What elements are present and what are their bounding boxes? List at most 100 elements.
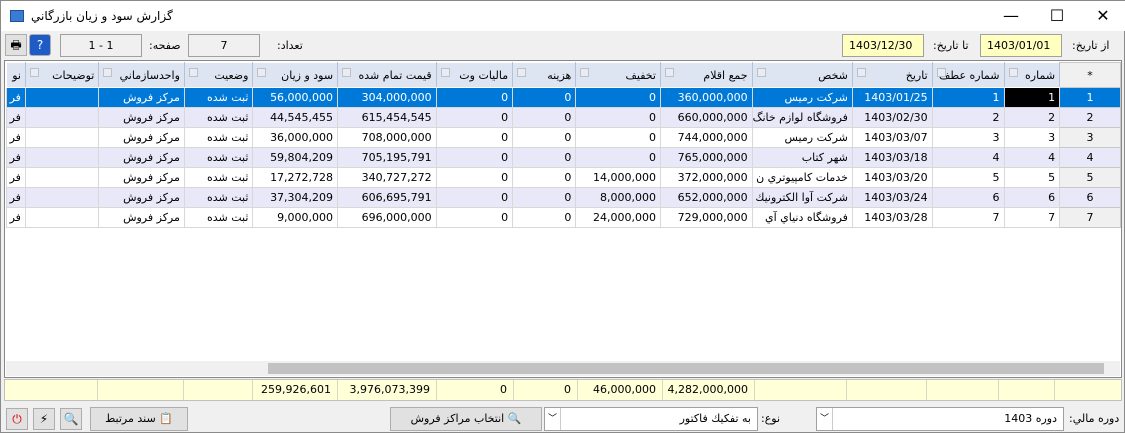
table-cell: فر [6,87,26,108]
column-checkbox[interactable] [103,68,113,77]
binoculars-icon[interactable]: 🔍 [60,408,82,430]
column-header[interactable]: جمع اقلام [659,62,753,88]
table-cell: 17,272,728 [252,167,339,188]
table-cell: 0 [435,167,514,188]
table-cell [24,167,100,188]
column-checkbox[interactable] [342,68,352,77]
column-header[interactable]: ماليات وت [435,62,514,88]
column-checkbox[interactable] [1008,68,1018,77]
row-indicator-header[interactable]: * [1059,62,1121,88]
table-cell: مركز فروش [98,187,185,208]
table-cell: 1403/03/24 [851,187,933,208]
table-cell: فر [6,187,26,208]
column-header[interactable]: نو [6,62,26,88]
table-cell: 765,000,000 [659,147,753,168]
column-header[interactable]: هزينه [512,62,577,88]
data-grid[interactable]: نو توضيحات واحدسازماني وضعيت سود و زيان قيمت … [4,60,1122,378]
table-cell: 1403/03/18 [851,147,933,168]
column-checkbox[interactable] [664,68,674,77]
column-checkbox[interactable] [580,68,590,77]
page-label: صفحه: [149,39,181,52]
column-header-label: هزينه [547,68,572,82]
print-icon[interactable]: 🖶 [5,34,27,56]
table-row[interactable]: فر مركز فروش ثبت شده 37,304,209 606,695,791 0… [6,187,1121,208]
related-document-label: سند مرتبط [105,412,156,425]
column-header[interactable]: شخص [751,62,853,88]
total-cell: 259,926,601 [253,380,338,400]
help-icon[interactable]: ? [29,34,51,56]
table-row[interactable]: فر مركز فروش ثبت شده 44,545,455 615,454,545 0… [6,107,1121,128]
column-header[interactable]: تاريخ [851,62,933,88]
from-date-input[interactable]: 1403/01/01 [980,34,1062,57]
column-checkbox[interactable] [29,68,39,77]
table-row[interactable]: فر مركز فروش ثبت شده 9,000,000 696,000,000 0 0… [6,207,1121,228]
scrollbar-thumb[interactable] [268,363,1104,374]
table-cell: 8,000,000 [575,187,661,208]
chevron-down-icon[interactable]: ﹀ [817,408,833,430]
column-header[interactable]: واحدسازماني [98,62,185,88]
to-date-input[interactable]: 1403/12/30 [842,34,924,57]
column-header[interactable]: سود و زيان [252,62,339,88]
horizontal-scrollbar[interactable] [6,361,1120,376]
table-cell: شركت رميس [751,127,853,148]
column-checkbox[interactable] [936,68,946,77]
total-cell: 46,000,000 [578,380,663,400]
table-cell: 0 [512,207,577,228]
column-header[interactable]: تخفيف [575,62,661,88]
table-cell [24,187,100,208]
chevron-down-icon[interactable]: ﹀ [545,408,561,430]
table-cell: 7 [931,207,1005,228]
table-cell: 3 [931,127,1005,148]
power-icon[interactable]: ⏻ [6,408,28,430]
column-header-label: جمع اقلام [703,68,748,82]
column-header[interactable]: شماره [1003,62,1061,88]
column-header[interactable]: قيمت تمام شده [337,62,437,88]
table-cell: 705,195,791 [337,147,437,168]
table-cell: 0 [435,187,514,208]
table-row[interactable]: فر مركز فروش ثبت شده 59,804,209 705,195,791 0… [6,147,1121,168]
related-document-button[interactable]: 📋 سند مرتبط [90,407,188,431]
maximize-button[interactable]: ☐ [1049,6,1065,25]
table-cell: 2 [931,107,1005,128]
table-cell: 7 [1059,207,1121,228]
type-select[interactable]: ﹀ به تفكيك فاكتور [544,407,758,431]
table-row[interactable]: فر مركز فروش ثبت شده 17,272,728 340,727,272 0… [6,167,1121,188]
column-header-label: وضعيت [214,68,249,82]
table-cell: 5 [1059,167,1121,188]
column-header-label: ماليات وت [459,68,509,82]
to-date-label: تا تاريخ: [933,39,969,52]
table-row[interactable]: فر مركز فروش ثبت شده 56,000,000 304,000,000 0… [6,87,1121,108]
table-cell: شركت آوا الكترونيك [751,187,853,208]
column-header-label: توضيحات [52,68,95,82]
table-cell: 1403/03/20 [851,167,933,188]
clipboard-icon: 📋 [155,412,173,425]
table-cell: 36,000,000 [252,127,339,148]
close-button[interactable]: ✕ [1096,6,1110,25]
column-header[interactable]: توضيحات [24,62,100,88]
table-cell: 2 [1003,107,1061,128]
column-checkbox[interactable] [756,68,766,77]
minimize-button[interactable]: — [1003,6,1019,25]
column-header[interactable]: شماره عطف [931,62,1005,88]
column-checkbox[interactable] [517,68,527,77]
column-checkbox[interactable] [257,68,267,77]
page-field: 1 - 1 [60,34,142,57]
table-cell: 0 [512,167,577,188]
table-cell [24,207,100,228]
fiscal-period-select[interactable]: ﹀ دوره 1403 [816,407,1064,431]
table-cell: مركز فروش [98,127,185,148]
table-cell: 7 [1003,207,1061,228]
select-sales-centers-button[interactable]: 🔍 انتخاب مراكز فروش [390,407,542,431]
column-header[interactable]: وضعيت [183,62,254,88]
table-cell: 372,000,000 [659,167,753,188]
table-cell: 14,000,000 [575,167,661,188]
total-cell [98,380,184,400]
table-cell: مركز فروش [98,147,185,168]
table-cell: 5 [931,167,1005,188]
filter-icon[interactable]: ⚡ [33,408,55,430]
table-row[interactable]: فر مركز فروش ثبت شده 36,000,000 708,000,000 0… [6,127,1121,148]
column-checkbox[interactable] [856,68,866,77]
column-checkbox[interactable] [188,68,198,77]
window-title: گزارش سود و زيان بازرگاني [31,9,173,23]
column-checkbox[interactable] [440,68,450,77]
